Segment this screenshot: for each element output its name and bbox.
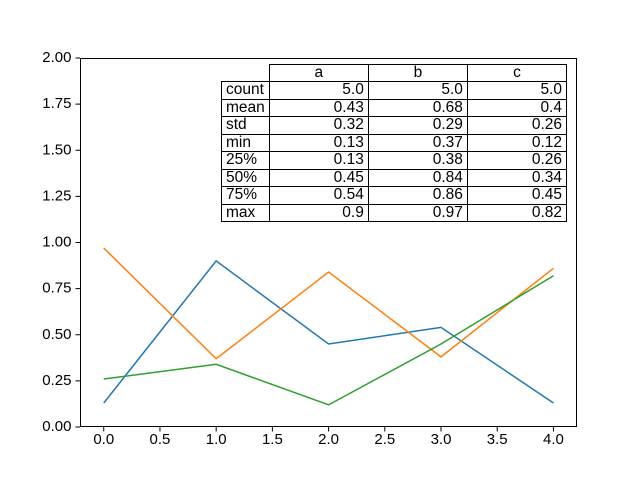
svg-text:0.25: 0.25 [42, 372, 71, 389]
svg-text:0.50: 0.50 [42, 326, 71, 343]
svg-text:0.5: 0.5 [150, 431, 171, 448]
svg-text:0.0: 0.0 [93, 431, 114, 448]
svg-text:0.75: 0.75 [42, 280, 71, 297]
svg-text:1.5: 1.5 [262, 431, 283, 448]
svg-text:3.0: 3.0 [431, 431, 452, 448]
svg-text:2.5: 2.5 [374, 431, 395, 448]
svg-text:3.5: 3.5 [487, 431, 508, 448]
svg-text:1.25: 1.25 [42, 187, 71, 204]
svg-text:0.00: 0.00 [42, 418, 71, 435]
svg-text:2.0: 2.0 [318, 431, 339, 448]
svg-text:1.00: 1.00 [42, 234, 71, 251]
svg-text:4.0: 4.0 [543, 431, 564, 448]
svg-text:2.00: 2.00 [42, 49, 71, 66]
svg-text:1.50: 1.50 [42, 141, 71, 158]
svg-text:1.0: 1.0 [206, 431, 227, 448]
svg-text:1.75: 1.75 [42, 95, 71, 112]
